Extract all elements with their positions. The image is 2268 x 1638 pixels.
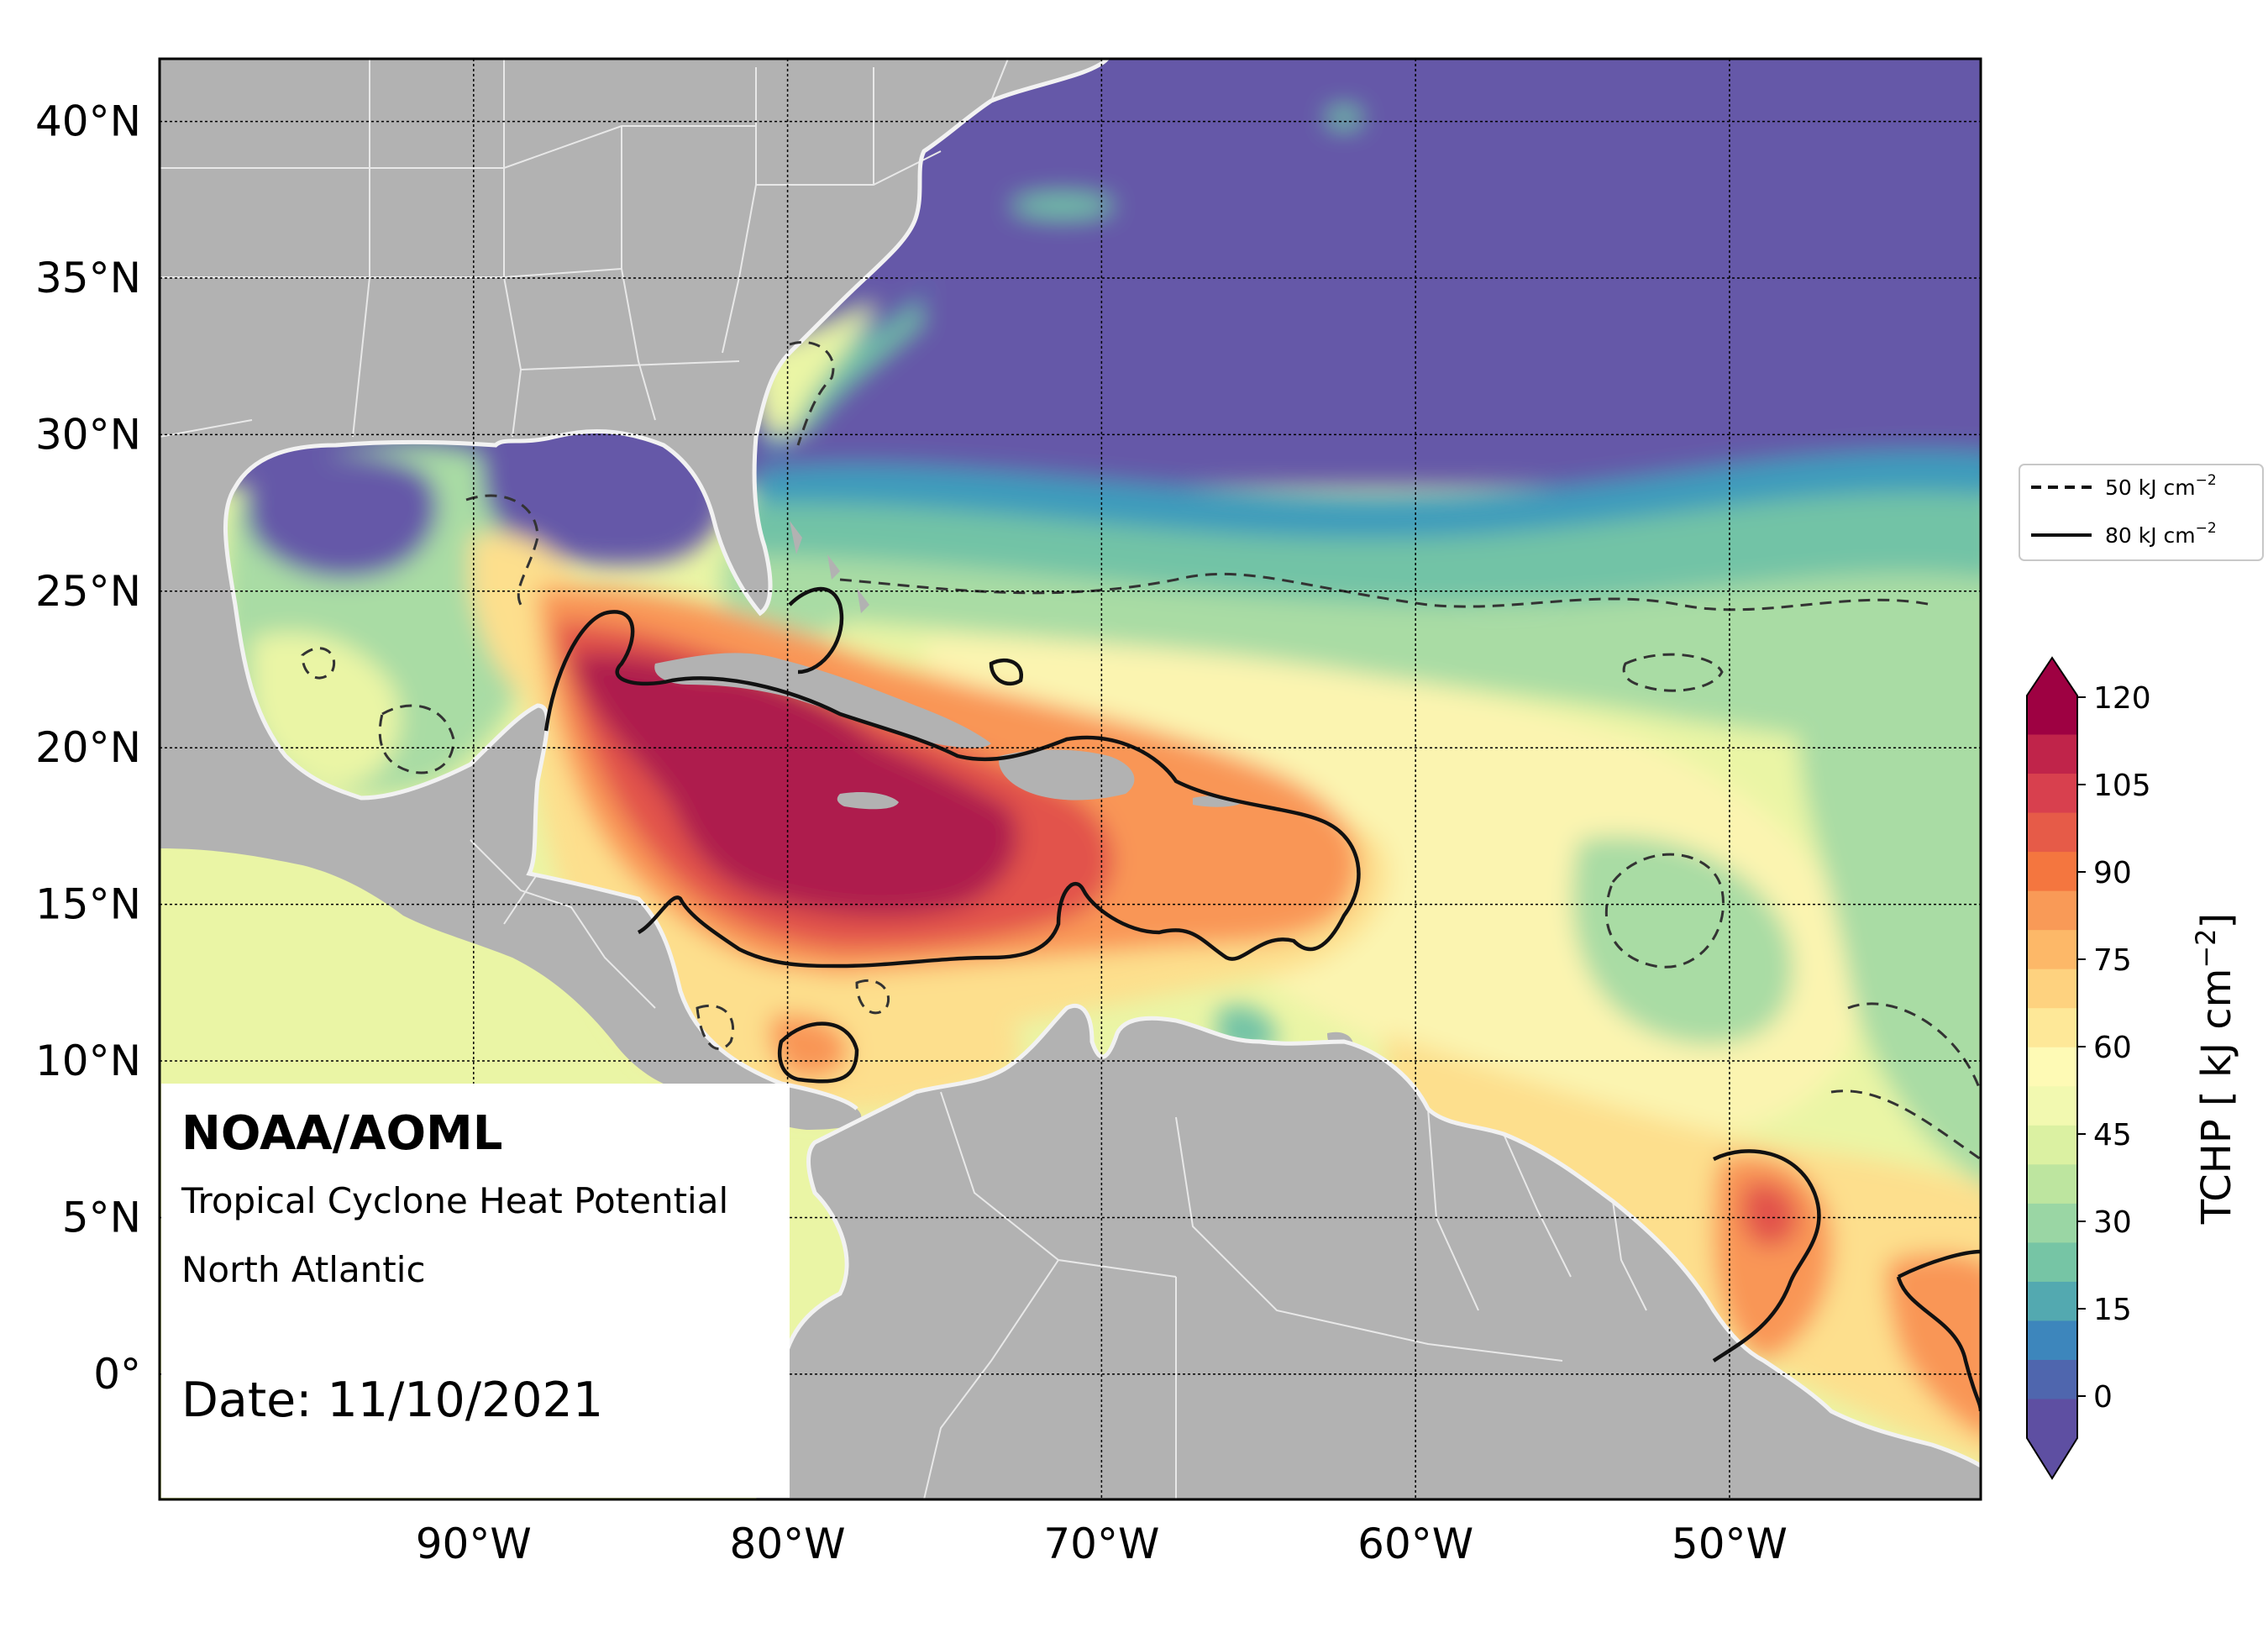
- lat-tick-label: 25°N: [35, 567, 141, 616]
- colorbar-tick-label: 90: [2093, 856, 2132, 890]
- hispaniola-land: [999, 749, 1135, 801]
- latitude-tick-labels: 40°N 35°N 30°N 25°N 20°N 15°N 10°N 5°N 0°: [35, 97, 141, 1399]
- colorbar-level: [2027, 1203, 2077, 1243]
- colorbar-level: [2027, 1281, 2077, 1322]
- lat-tick-label: 0°: [93, 1350, 141, 1399]
- colorbar-tick-label: 45: [2093, 1118, 2132, 1152]
- colorbar-level: [2027, 734, 2077, 774]
- legend-label-50: 50 kJ cm−2: [2105, 472, 2217, 500]
- contour-80: [543, 587, 1981, 1412]
- lat-tick-label: 10°N: [35, 1037, 141, 1085]
- lat-tick-label: 5°N: [62, 1193, 141, 1242]
- colorbar-tick-labels: 120 105 90 75 60 45 30 15 0: [2077, 681, 2151, 1415]
- lon-tick-label: 60°W: [1357, 1520, 1473, 1568]
- legend-label-80: 80 kJ cm−2: [2105, 520, 2217, 548]
- bahamas-land: [790, 521, 869, 613]
- map-area: [160, 59, 1981, 1499]
- lon-tick-label: 70°W: [1043, 1520, 1159, 1568]
- colorbar-level: [2027, 1086, 2077, 1126]
- colorbar-tick-label: 60: [2093, 1031, 2132, 1065]
- colorbar-level: [2027, 1399, 2077, 1439]
- region-subtitle: North Atlantic: [181, 1249, 426, 1290]
- land-masses: [160, 59, 1981, 1499]
- colorbar-level: [2027, 969, 2077, 1009]
- colorbar-tick-label: 30: [2093, 1205, 2132, 1240]
- colorbar-level: [2027, 1242, 2077, 1283]
- agency-title: NOAA/AOML: [181, 1106, 502, 1161]
- lon-tick-label: 80°W: [730, 1520, 846, 1568]
- lat-tick-label: 40°N: [35, 97, 141, 146]
- colorbar-tick-label: 0: [2093, 1380, 2113, 1415]
- colorbar-max-arrow: [2027, 658, 2077, 696]
- colorbar-tick-label: 120: [2093, 681, 2151, 716]
- colorbar-title: TCHP [ kJ cm−2]: [2190, 913, 2240, 1226]
- colorbar-level: [2027, 696, 2077, 736]
- map-frame: [158, 57, 1982, 1501]
- cuba-land: [654, 653, 991, 748]
- jamaica-land: [837, 792, 899, 810]
- lat-tick-label: 35°N: [35, 254, 141, 302]
- colorbar: 120 105 90 75 60 45 30 15 0 TCHP [ kJ cm−2]: [2026, 656, 2240, 1480]
- colorbar-level: [2027, 812, 2077, 853]
- colorbar-level: [2027, 1320, 2077, 1361]
- colorbar-swatches: [2027, 696, 2077, 1439]
- colorbar-level: [2027, 890, 2077, 931]
- colorbar-level: [2027, 1125, 2077, 1165]
- lat-tick-label: 15°N: [35, 880, 141, 929]
- contour-50: [301, 340, 1981, 1161]
- date-label: Date: 11/10/2021: [181, 1373, 603, 1428]
- south-america-land: [756, 1005, 1981, 1499]
- colorbar-tick-label: 75: [2093, 943, 2132, 978]
- colorbar-level: [2027, 774, 2077, 814]
- longitude-tick-labels: 90°W 80°W 70°W 60°W 50°W: [416, 1520, 1788, 1568]
- north-america-land: [160, 59, 1107, 1130]
- info-panel-background: [161, 1084, 790, 1498]
- colorbar-outline: [2026, 656, 2078, 1480]
- lon-tick-label: 90°W: [416, 1520, 532, 1568]
- colorbar-level: [2027, 852, 2077, 892]
- lon-tick-label: 50°W: [1672, 1520, 1788, 1568]
- product-subtitle: Tropical Cyclone Heat Potential: [181, 1180, 728, 1221]
- colorbar-level: [2027, 930, 2077, 970]
- info-panel: NOAA/AOML Tropical Cyclone Heat Potentia…: [161, 1084, 790, 1498]
- colorbar-min-arrow: [2027, 1438, 2077, 1478]
- contour-legend: 50 kJ cm−2 80 kJ cm−2: [2019, 464, 2264, 561]
- political-borders: [160, 59, 1647, 1499]
- colorbar-level: [2027, 1359, 2077, 1400]
- lat-tick-label: 30°N: [35, 410, 141, 459]
- colorbar-tick-label: 15: [2093, 1293, 2132, 1327]
- colorbar-level: [2027, 1047, 2077, 1087]
- coastlines: [223, 59, 1981, 1468]
- colorbar-level: [2027, 1008, 2077, 1048]
- colorbar-tick-label: 105: [2093, 769, 2151, 803]
- colorbar-level: [2027, 1164, 2077, 1205]
- lat-tick-label: 20°N: [35, 723, 141, 772]
